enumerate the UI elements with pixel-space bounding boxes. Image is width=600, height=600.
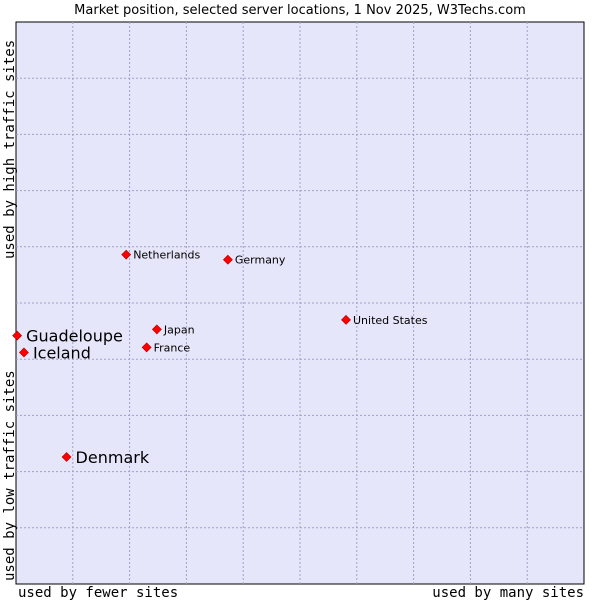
data-point-japan: Japan: [151, 323, 195, 336]
point-label-denmark: Denmark: [76, 448, 150, 467]
x-axis-label-left: used by fewer sites: [18, 585, 178, 600]
data-point-iceland: Iceland: [19, 343, 91, 362]
data-point-germany: Germany: [222, 254, 286, 267]
data-point-united-states: United States: [341, 314, 428, 327]
point-marker-guadeloupe: [12, 330, 23, 341]
y-axis-label-top: used by high traffic sites: [2, 40, 18, 259]
y-axis-label-bottom: used by low traffic sites: [2, 370, 18, 581]
point-marker-united-states: [341, 314, 351, 325]
point-label-germany: Germany: [235, 254, 286, 267]
data-point-france: France: [141, 341, 191, 354]
point-label-japan: Japan: [163, 323, 195, 336]
point-marker-iceland: [19, 347, 29, 358]
point-label-iceland: Iceland: [33, 343, 91, 362]
grid-lines: [16, 22, 584, 584]
point-marker-denmark: [61, 452, 72, 462]
data-point-netherlands: Netherlands: [121, 249, 201, 262]
data-point-denmark: Denmark: [61, 448, 150, 467]
point-label-france: France: [154, 341, 191, 354]
point-label-guadeloupe: Guadeloupe: [26, 327, 123, 346]
data-point-guadeloupe: Guadeloupe: [12, 327, 123, 346]
x-axis-label-right: used by many sites: [432, 585, 584, 600]
point-label-united-states: United States: [353, 314, 428, 327]
chart-title: Market position, selected server locatio…: [74, 3, 526, 18]
point-marker-netherlands: [121, 249, 132, 260]
point-marker-germany: [222, 254, 233, 265]
point-label-netherlands: Netherlands: [133, 249, 200, 262]
point-marker-japan: [151, 324, 162, 335]
point-marker-france: [141, 342, 152, 353]
data-points: Netherlands Germany United States Japan Fran…: [12, 249, 428, 467]
